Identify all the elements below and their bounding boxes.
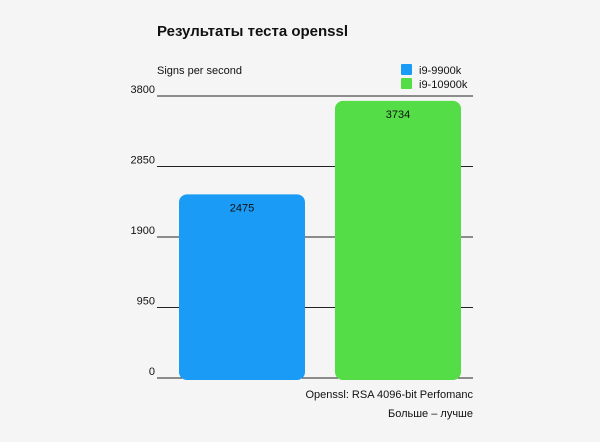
bar-i9-10900k	[335, 100, 461, 381]
data-labels: 2475 3734	[230, 109, 410, 214]
legend-swatch	[401, 78, 412, 89]
chart-title: Результаты теста openssl	[157, 23, 348, 40]
chart-note: Больше – лучше	[388, 408, 473, 420]
y-tick-label: 0	[149, 366, 155, 378]
data-label: 2475	[230, 202, 254, 214]
legend: i9-9900k i9-10900k	[401, 64, 468, 91]
y-axis-label: Signs per second	[157, 65, 242, 77]
data-label: 3734	[386, 109, 410, 121]
legend-label: i9-9900k	[419, 65, 462, 77]
y-tick-labels: 0 950 1900 2850 3800	[131, 84, 155, 378]
y-tick-label: 950	[137, 296, 155, 308]
y-tick-label: 2850	[131, 155, 155, 167]
bar-i9-9900k	[179, 194, 305, 380]
y-tick-label: 3800	[131, 84, 155, 96]
bars	[179, 100, 461, 381]
legend-label: i9-10900k	[419, 79, 468, 91]
x-axis-label: Openssl: RSA 4096-bit Perfomanc	[305, 389, 473, 401]
legend-swatch	[401, 64, 412, 75]
y-tick-label: 1900	[131, 225, 155, 237]
